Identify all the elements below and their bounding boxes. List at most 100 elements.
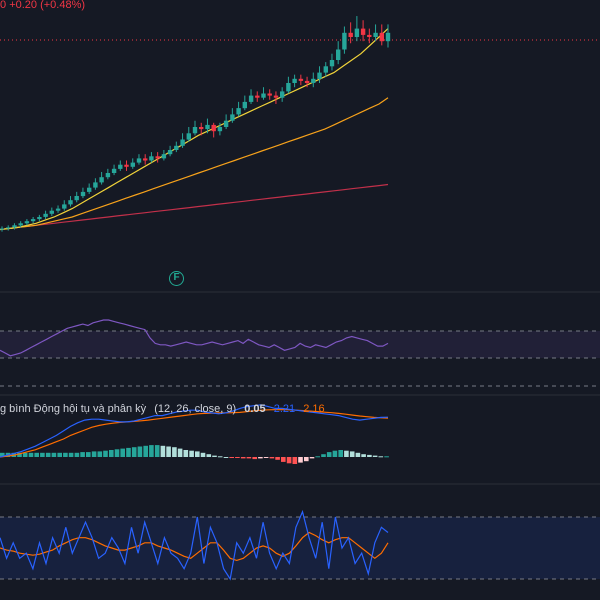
macd-histogram-bar	[338, 450, 343, 457]
macd-histogram-bar	[57, 452, 62, 457]
macd-histogram-bar	[309, 457, 315, 459]
candle-body	[62, 204, 67, 209]
macd-histogram-bar	[326, 452, 332, 457]
event-flag-icon[interactable]: F	[169, 271, 184, 286]
macd-histogram-bar	[332, 450, 338, 457]
macd-histogram-bar	[246, 457, 252, 459]
macd-histogram-bar	[292, 457, 298, 464]
candle-body	[223, 120, 229, 127]
macd-histogram-bar	[349, 451, 355, 457]
macd-histogram-bar	[74, 452, 80, 457]
macd-histogram-bar	[154, 445, 160, 457]
header-change: +0.20	[9, 0, 38, 11]
macd-signal-line	[0, 409, 389, 458]
macd-signal-value: 2.16	[303, 403, 325, 415]
macd-histogram-bar	[114, 449, 120, 457]
macd-line-value: 2.21	[273, 403, 296, 415]
macd-histogram-bar	[217, 456, 223, 458]
macd-histogram-bar	[315, 456, 320, 458]
macd-histogram-bar	[172, 447, 177, 457]
candle-body	[0, 228, 5, 230]
candle-body	[360, 28, 366, 35]
candle-body	[261, 93, 266, 98]
price-header: 0 +0.20 (+0.48%)	[0, 0, 85, 11]
macd-histogram-bar	[304, 457, 309, 462]
stoch-k-line	[0, 509, 389, 581]
candle-body	[130, 162, 135, 167]
rsi-band-fill	[0, 331, 600, 358]
macd-histogram-bar	[223, 457, 229, 458]
candle-body	[205, 124, 210, 130]
candle-body	[136, 158, 142, 163]
candle-body	[167, 150, 173, 155]
macd-histogram-bar	[263, 457, 269, 458]
macd-histogram-bar	[321, 454, 326, 457]
candle-body	[6, 227, 11, 229]
macd-histogram-bar	[91, 451, 97, 457]
candle-body	[37, 217, 42, 220]
macd-params: (12, 26, close, 9)	[154, 403, 237, 415]
candle-body	[192, 127, 198, 134]
macd-histogram-bar	[195, 451, 200, 457]
candle-body	[93, 182, 98, 188]
candle-body	[186, 133, 191, 140]
candle-body	[311, 78, 316, 83]
candle-body	[255, 95, 260, 98]
rsi-line	[0, 319, 389, 357]
macd-title: g bình Động hội tụ và phân kỳ	[0, 403, 147, 415]
macd-histogram-bar	[372, 455, 378, 457]
macd-histogram-bar	[252, 457, 257, 460]
candle-body	[30, 219, 36, 222]
candle-body	[317, 72, 322, 79]
macd-histogram-bar	[86, 452, 91, 457]
macd-histogram-bar	[378, 456, 384, 458]
macd-histogram-bar	[109, 450, 114, 457]
macd-histogram-bar	[235, 457, 240, 458]
candle-body	[217, 127, 223, 132]
macd-histogram-bar	[177, 448, 183, 457]
macd-histogram-bar	[367, 454, 372, 457]
macd-histogram-bar	[126, 447, 131, 457]
candle-body	[180, 139, 185, 146]
macd-histogram-bar	[160, 445, 166, 457]
macd-histogram-bar	[137, 446, 143, 457]
stoch-band-fill	[0, 517, 600, 579]
macd-histogram-bar	[143, 445, 148, 457]
candle-body	[149, 156, 154, 161]
candle-body	[111, 168, 117, 173]
macd-legend[interactable]: g bình Động hội tụ và phân kỳ (12, 26, c…	[0, 403, 330, 415]
macd-histogram-bar	[281, 457, 286, 462]
macd-line	[0, 404, 389, 458]
macd-histogram-bar	[384, 456, 389, 458]
macd-histogram-bar	[355, 452, 361, 457]
header-symbol-partial: 0	[0, 0, 7, 11]
macd-histogram-bar	[361, 454, 366, 457]
macd-histogram-bar	[17, 452, 22, 457]
macd-histogram-bar	[200, 452, 206, 457]
macd-histogram-bar	[298, 457, 303, 463]
macd-histogram-bar	[34, 452, 39, 457]
candle-body	[105, 173, 111, 178]
candle-body	[124, 164, 129, 167]
candle-body	[211, 124, 216, 132]
candle-body	[242, 101, 247, 109]
macd-histogram-bar	[183, 450, 189, 457]
macd-histogram-value: 0.05	[244, 403, 266, 415]
candle-body	[267, 93, 272, 96]
candle-body	[99, 177, 104, 183]
macd-histogram-bar	[166, 446, 171, 457]
candle-body	[348, 32, 353, 37]
candle-body	[18, 223, 23, 226]
candle-body	[236, 108, 241, 115]
candle-body	[199, 127, 204, 130]
candle-body	[161, 154, 167, 159]
macd-histogram-bar	[68, 452, 74, 457]
macd-histogram-bar	[212, 455, 217, 457]
ma-slow-line	[0, 183, 389, 231]
candle-body	[298, 78, 304, 81]
macd-histogram-bar	[103, 450, 108, 457]
macd-histogram-bar	[120, 448, 125, 457]
macd-histogram-bar	[51, 452, 57, 457]
macd-histogram-bar	[269, 457, 275, 459]
